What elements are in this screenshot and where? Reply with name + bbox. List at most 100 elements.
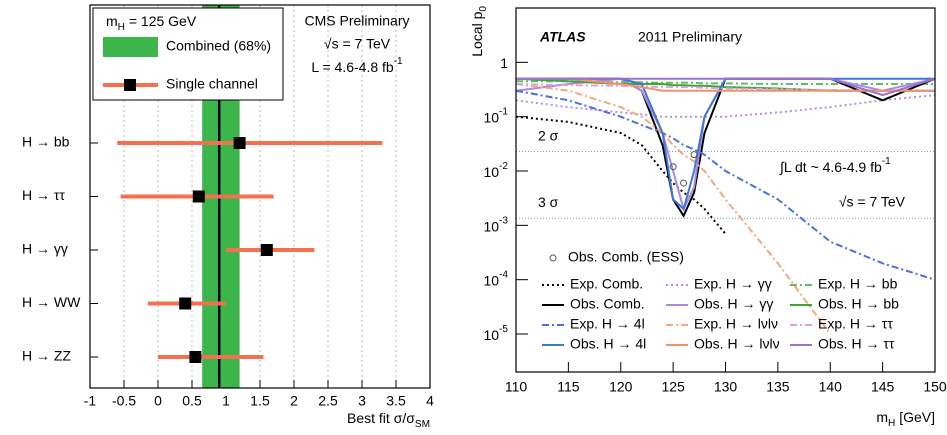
x-tick-label: 1.5 [250, 393, 270, 409]
x-tick-label: 2 [290, 393, 298, 409]
annotation-part: -1 [882, 156, 891, 167]
y-tick-label-part: -3 [499, 215, 508, 226]
series-line [516, 94, 935, 118]
annotation: ATLAS [539, 29, 586, 45]
x-tick-label: 3.5 [386, 393, 406, 409]
series-line [516, 83, 832, 335]
annotation: ∫L dt ~ 4.6-4.9 fb-1 [779, 156, 891, 175]
point [189, 351, 202, 363]
plot-area [516, 77, 935, 335]
frame [89, 4, 431, 389]
y-tick-label-part: 10 [483, 327, 499, 343]
category-label: H → bb [22, 134, 70, 150]
series-line [516, 77, 935, 97]
legend-label: Obs. Comb. [570, 296, 645, 312]
x-axis-label-part: [GeV] [895, 409, 935, 425]
legend-label: Exp. H → bb [818, 276, 898, 292]
y-tick-label: 1 [500, 55, 508, 71]
y-axis-label-part: Local p [469, 11, 485, 56]
legend-label: Obs. H → ττ [818, 336, 895, 352]
y-axis-label-part: 0 [478, 6, 489, 12]
x-tick-label: 115 [557, 379, 580, 395]
annotation: L = 4.6-4.8 fb-1 [311, 56, 403, 75]
x-tick-label: 1 [222, 393, 230, 409]
annotation: √s = 7 TeV [324, 36, 391, 52]
annotation-part: -1 [394, 56, 403, 67]
series-line [516, 80, 935, 85]
x-tick-label: 125 [661, 379, 685, 395]
annotation: 2011 Preliminary [638, 29, 742, 45]
point [690, 151, 698, 159]
legend-label: Obs. Comb. (ESS) [568, 249, 684, 265]
legend-label: Single channel [166, 76, 258, 92]
legend-title: mH = 125 GeV [106, 13, 197, 33]
category-label: H → ZZ [22, 348, 71, 364]
legend-label: Obs. H → γγ [694, 296, 773, 312]
y-tick-label: 10-5 [483, 324, 508, 343]
x-axis-label-part: H [888, 418, 895, 429]
legend-label: Exp. H → ττ [818, 316, 893, 332]
legend-title-part: = 125 GeV [125, 13, 197, 29]
y-tick-label-part: 10 [483, 272, 499, 288]
y-tick-label: 10-2 [483, 161, 508, 180]
y-tick-label-part: -5 [499, 324, 508, 335]
y-tick-label-part: 10 [483, 218, 499, 234]
x-tick-label: 4 [426, 393, 434, 409]
point [192, 190, 205, 203]
legend-label: Exp. H → lνlν [694, 316, 778, 332]
legend-label: Exp. H → 4l [570, 316, 645, 332]
legend-label: Obs. H → bb [818, 296, 899, 312]
legend-swatch [124, 79, 136, 91]
x-tick-label: 2.5 [318, 393, 338, 409]
y-tick-label-part: -4 [499, 269, 508, 280]
legend-title-part: m [106, 13, 118, 29]
point [669, 163, 677, 171]
x-tick-label: 130 [714, 379, 738, 395]
legend-swatch [103, 37, 158, 57]
category-label: H → WW [22, 294, 81, 310]
y-tick-label-part: 10 [483, 109, 499, 125]
legend-label: Exp. H → γγ [694, 276, 772, 292]
reference-label: 2 σ [538, 127, 559, 143]
legend-label: Obs. H → 4l [570, 336, 646, 352]
y-axis-label: Local p0 [469, 6, 489, 57]
legend-swatch [549, 254, 557, 262]
category-label: H → ττ [22, 187, 65, 203]
annotation: √s = 7 TeV [839, 194, 906, 210]
annotation: CMS Preliminary [304, 13, 409, 29]
x-tick-label: 145 [871, 379, 895, 395]
y-tick-label: 10-3 [483, 215, 508, 234]
annotation-part: L = 4.6-4.8 fb [311, 59, 394, 75]
x-tick-label: 120 [609, 379, 633, 395]
legend-label: Exp. Comb. [570, 276, 643, 292]
x-tick-label: 150 [923, 379, 947, 395]
x-tick-label: 110 [505, 379, 528, 395]
x-axis-label: Best fit σ/σSM [347, 410, 430, 430]
point [260, 244, 273, 256]
y-tick-label-part: 10 [483, 164, 499, 180]
x-tick-label: 0.5 [182, 393, 202, 409]
legend-title-part: H [118, 22, 125, 33]
reference-label: 3 σ [538, 194, 559, 210]
annotation-part: L dt ~ 4.6-4.9 fb [784, 159, 882, 175]
y-tick-label: 10-4 [483, 269, 508, 288]
legend-label: Obs. H → lνlν [694, 336, 780, 352]
x-tick-label: -1 [84, 393, 97, 409]
x-tick-label: -0.5 [112, 393, 136, 409]
x-axis-label-part: m [876, 409, 888, 425]
y-tick-label: 10-1 [483, 106, 508, 125]
series-line [516, 89, 935, 281]
x-tick-label: 140 [819, 379, 843, 395]
y-tick-label-part: -2 [499, 161, 508, 172]
point [179, 297, 192, 310]
x-tick-label: 0 [154, 393, 162, 409]
x-axis-label: mH [GeV] [876, 409, 935, 429]
legend-label: Combined (68%) [166, 38, 271, 54]
x-tick-label: 3 [358, 393, 366, 409]
category-label: H → γγ [22, 241, 68, 257]
x-axis-label-part: SM [415, 419, 430, 430]
x-axis-label-part: Best fit σ/σ [347, 410, 415, 426]
annotation-part: ∫ [779, 159, 785, 175]
frame [515, 7, 936, 373]
